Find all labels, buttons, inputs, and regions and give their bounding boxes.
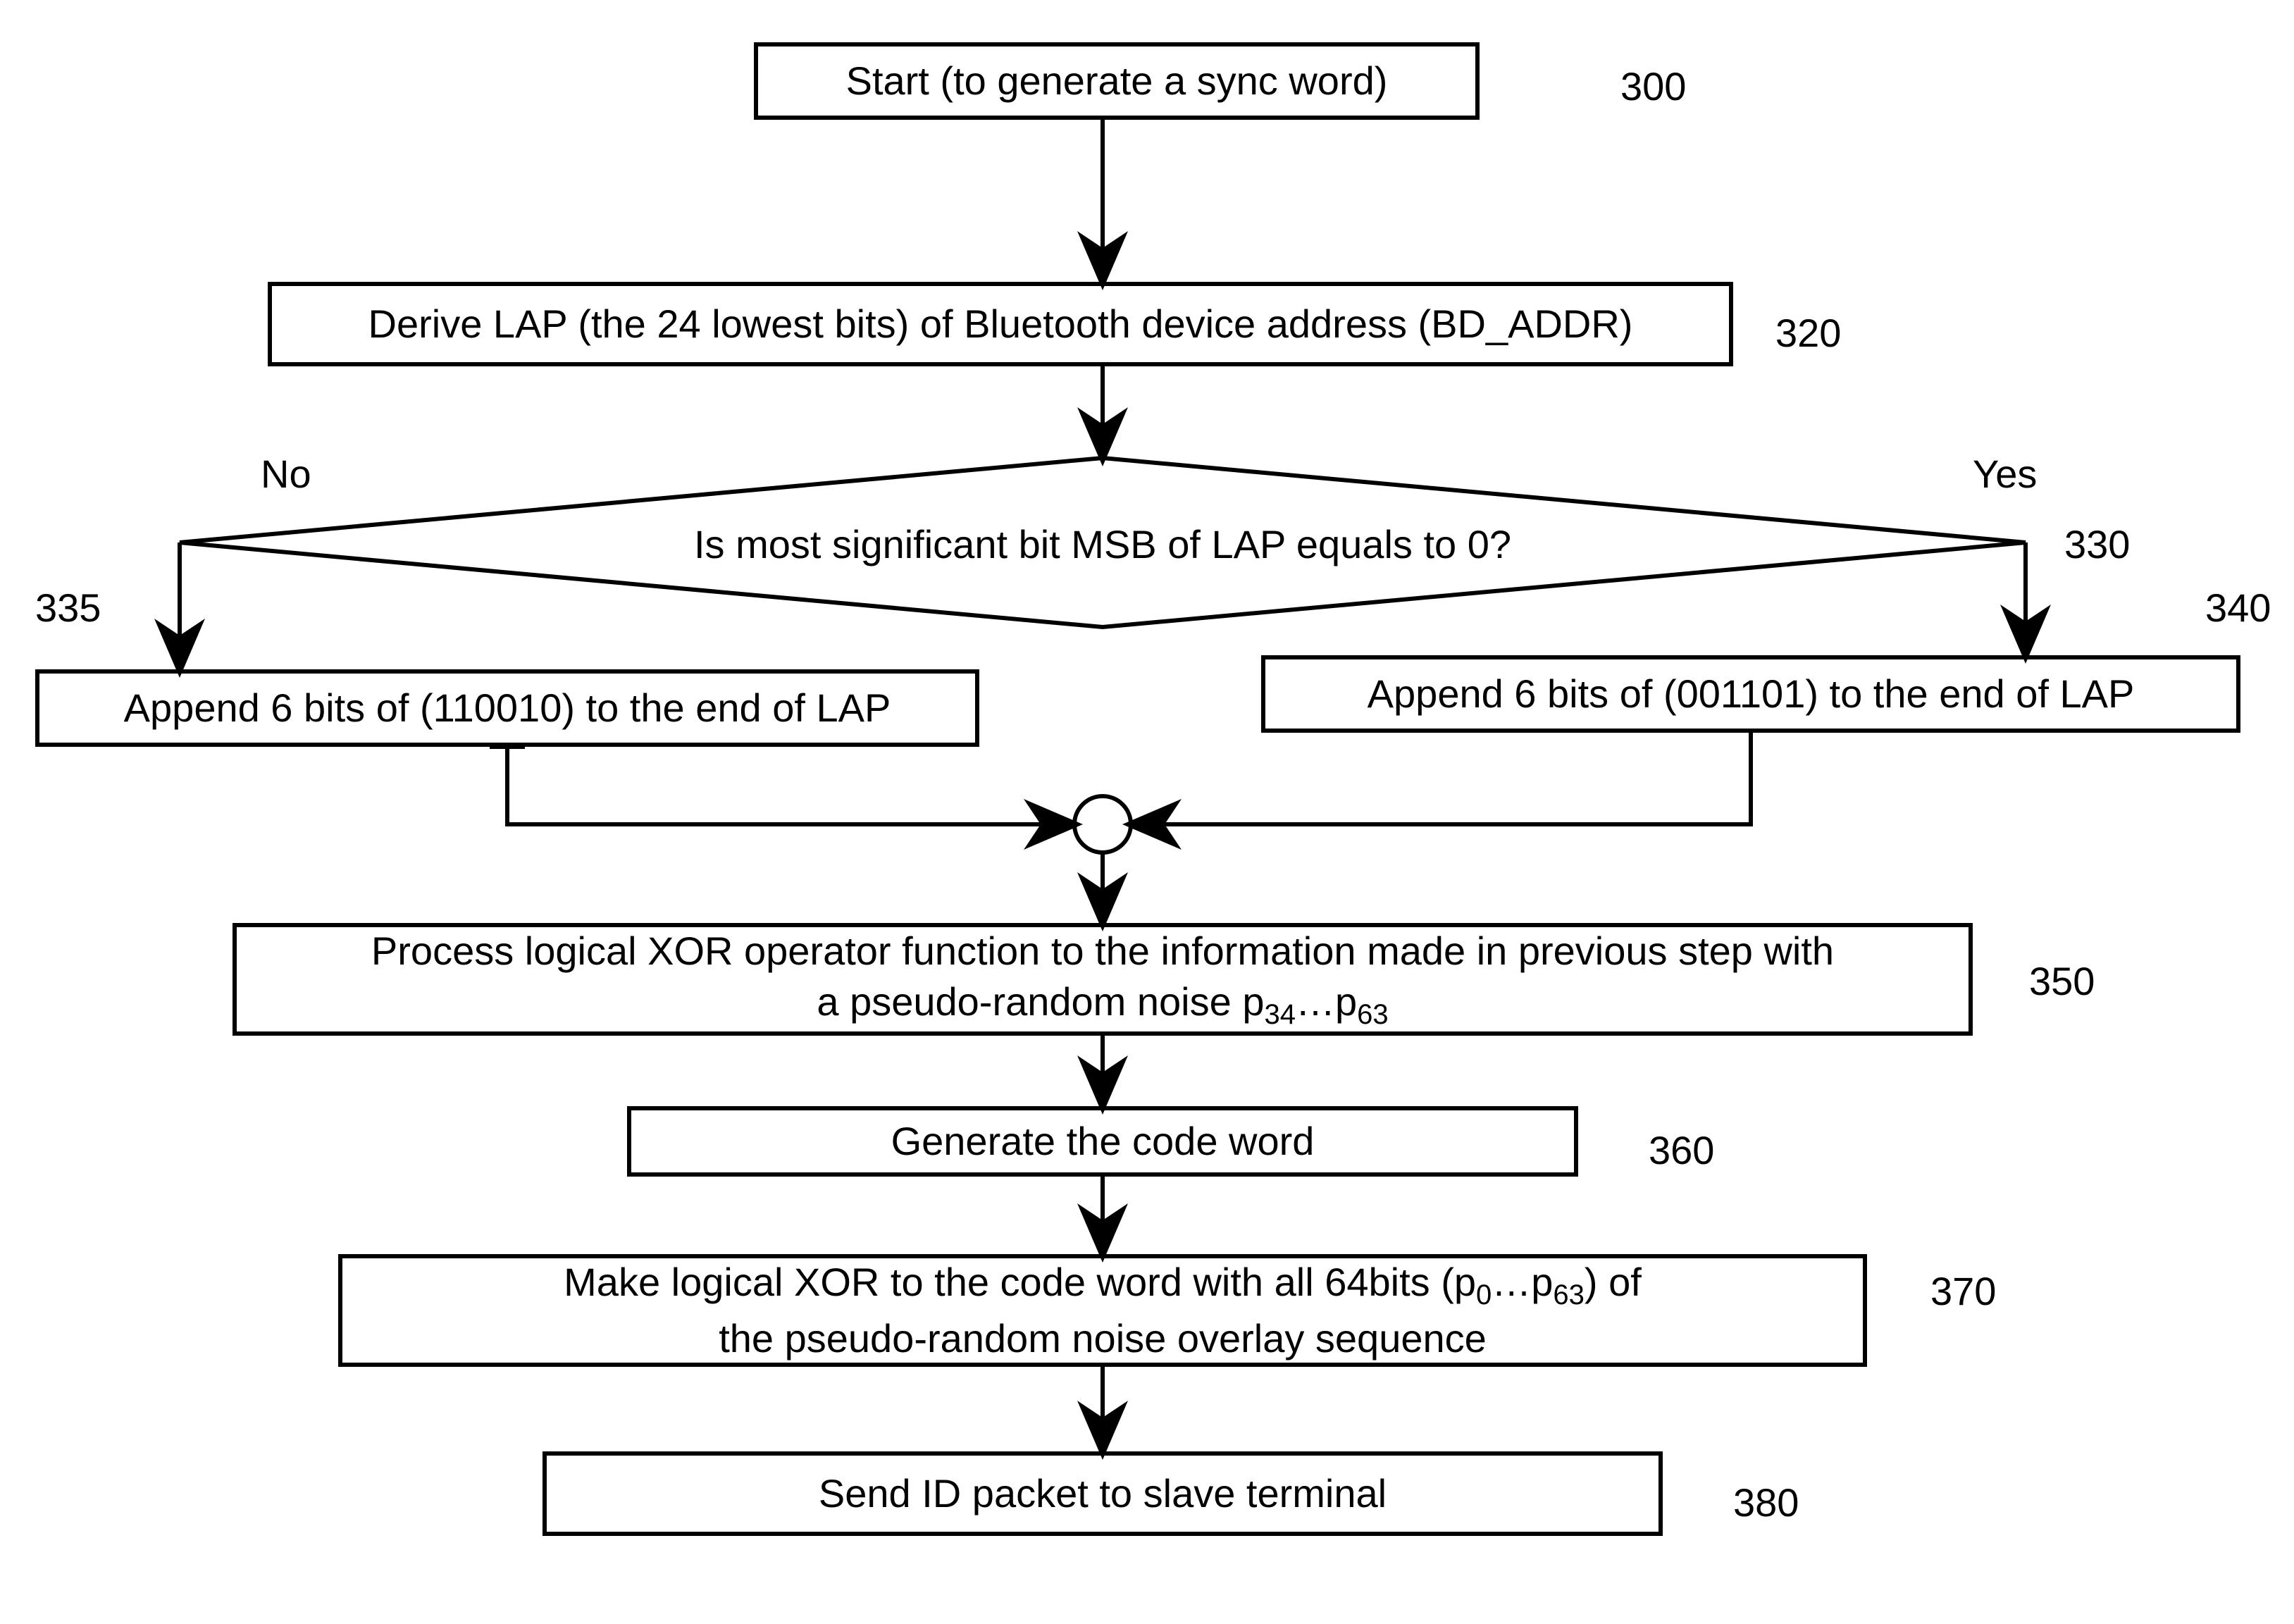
branch-no: No	[261, 451, 311, 497]
node-start: Start (to generate a sync word)	[754, 42, 1480, 120]
node-send: Send ID packet to slave terminal	[542, 1451, 1663, 1536]
node-decision-text: Is most significant bit MSB of LAP equal…	[564, 521, 1642, 567]
ref-370: 370	[1930, 1268, 1996, 1314]
ref-320: 320	[1775, 310, 1841, 356]
node-append-no-text: Append 6 bits of (110010) to the end of …	[124, 683, 891, 734]
node-append-yes: Append 6 bits of (001101) to the end of …	[1261, 655, 2240, 733]
node-xor2: Make logical XOR to the code word with a…	[338, 1254, 1867, 1367]
node-xor2-text: Make logical XOR to the code word with a…	[564, 1257, 1642, 1365]
node-derive-lap: Derive LAP (the 24 lowest bits) of Bluet…	[268, 282, 1733, 366]
ref-330: 330	[2064, 521, 2130, 567]
flow-svg	[0, 0, 2294, 1624]
ref-335: 335	[35, 585, 101, 631]
node-start-text: Start (to generate a sync word)	[846, 56, 1388, 107]
ref-350: 350	[2029, 958, 2095, 1004]
node-xor1: Process logical XOR operator function to…	[232, 923, 1973, 1036]
node-append-no: Append 6 bits of (110010) to the end of …	[35, 669, 979, 747]
node-xor1-text: Process logical XOR operator function to…	[371, 926, 1834, 1034]
node-codeword-text: Generate the code word	[891, 1116, 1315, 1167]
ref-340: 340	[2205, 585, 2271, 631]
node-append-yes-text: Append 6 bits of (001101) to the end of …	[1368, 669, 2135, 720]
node-send-text: Send ID packet to slave terminal	[819, 1468, 1387, 1520]
node-codeword: Generate the code word	[627, 1106, 1578, 1177]
ref-380: 380	[1733, 1480, 1799, 1525]
ref-360: 360	[1649, 1127, 1714, 1173]
ref-300: 300	[1620, 63, 1686, 109]
node-derive-lap-text: Derive LAP (the 24 lowest bits) of Bluet…	[368, 299, 1633, 350]
branch-yes: Yes	[1973, 451, 2037, 497]
